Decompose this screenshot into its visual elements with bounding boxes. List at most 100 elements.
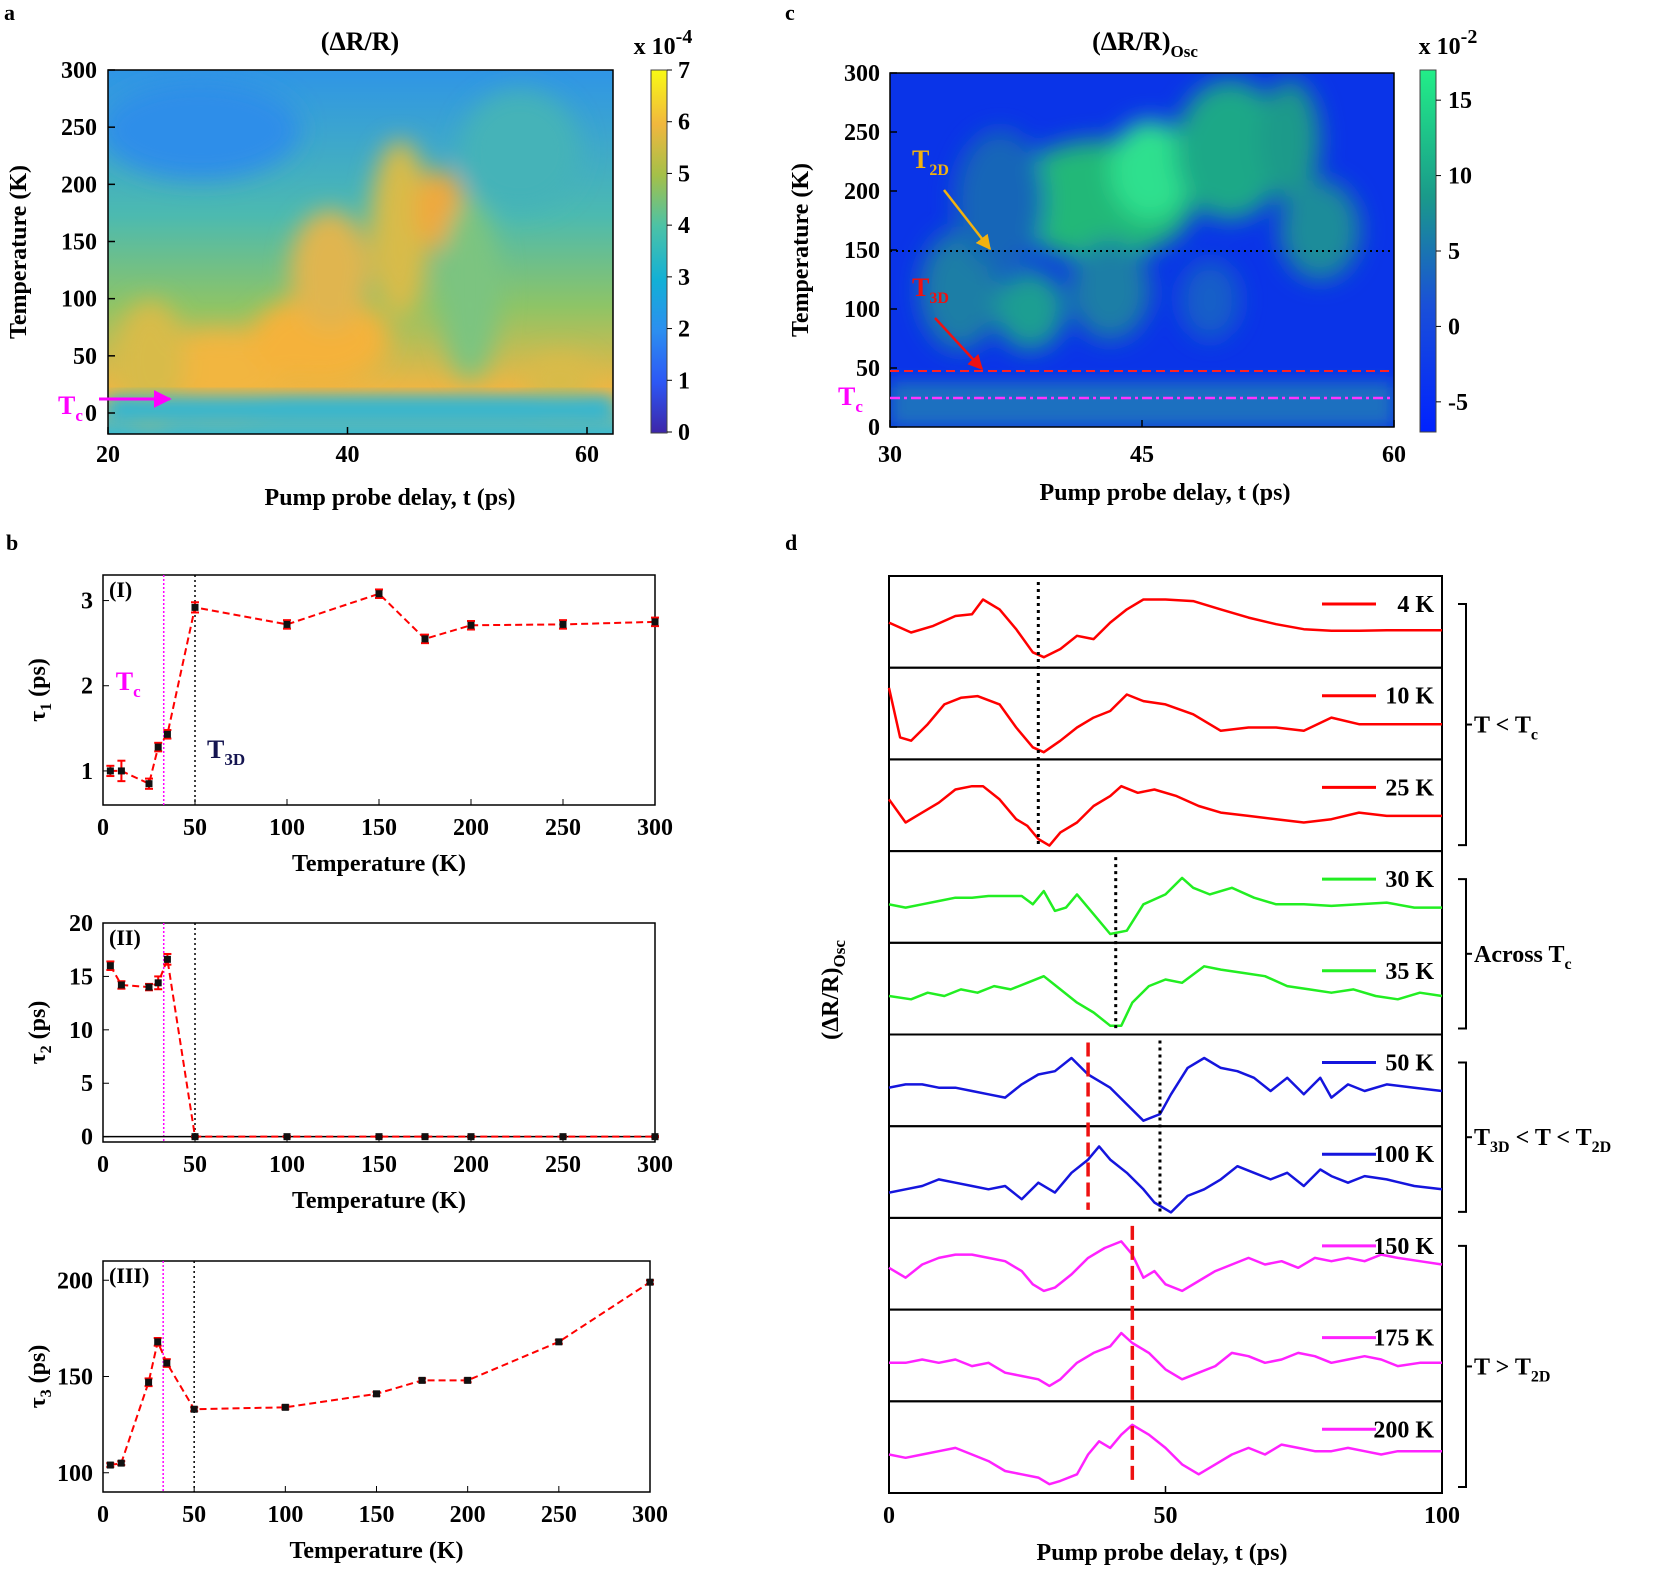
plot-frame [102,1260,651,1493]
y-tick-label: 10 [69,1018,93,1044]
x-tick-label: 150 [359,1502,395,1528]
x-axis-label: Temperature (K) [292,1188,466,1214]
legend-label: 175 K [1373,1326,1434,1352]
a-cb-tick-label: 2 [678,317,690,343]
data-point [651,1133,659,1141]
legend-label: 10 K [1385,684,1434,710]
x-axis-label: Temperature (K) [292,851,466,877]
panel-letter-d: d [785,530,797,555]
panel-a-title: (ΔR/R) [321,27,399,56]
x-tick-label: 250 [545,1152,581,1178]
x-tick-label: 0 [97,815,109,841]
panel-c-title: (ΔR/R)Osc [1092,27,1198,61]
x-tick-label: 250 [541,1502,577,1528]
d-group-brackets: T < Tc Across Tc T3D < T < T2D T > T2D [1458,603,1611,1488]
data-point [154,743,162,751]
a-x-label: Pump probe delay, t (ps) [265,485,516,511]
chart-b-I: 0 50 100 150 200 250 300 1 2 3 (I) Temperature (K) τ… [25,574,673,877]
legend-label: 150 K [1373,1234,1434,1260]
x-tick-label: 300 [637,1152,673,1178]
trace-line [888,1423,1442,1486]
group-bracket [1458,1244,1467,1488]
data-point [375,590,383,598]
group-label: Across Tc [1474,942,1572,973]
data-point [421,635,429,643]
c-t3d-label: T3D [912,273,949,307]
t3d-text-label: T3D [207,735,245,769]
panel-roman-label: (I) [109,577,132,602]
c-x-tick-label: 30 [878,442,902,468]
c-cb-tick-label: -5 [1448,390,1468,416]
trace-line [888,1056,1443,1122]
legend-label: 25 K [1385,775,1434,801]
a-y-tick-label: 100 [61,287,97,313]
plot-frame [102,922,656,1143]
data-point [154,979,162,987]
trace-frame [888,1216,1443,1311]
d-x-tick-label: 50 [1154,1503,1178,1529]
trace-frame [888,575,1443,669]
group-bracket [1458,603,1467,847]
panel-d: d 4 K 10 K 25 K 30 K 35 K 50 K 100 K 150 K 175 K… [785,530,1611,1566]
x-tick-label: 100 [269,815,305,841]
x-tick-label: 50 [182,1502,206,1528]
c-colorbar [1419,69,1437,433]
data-point [106,1461,114,1469]
c-x-label: Pump probe delay, t (ps) [1040,480,1291,506]
data-point [646,1278,654,1286]
a-cb-tick-label: 5 [678,161,690,187]
data-point [163,1359,171,1367]
data-point [117,767,125,775]
d-y-label: (ΔR/R)Osc [818,940,849,1040]
group-label: T > T2D [1474,1354,1550,1385]
data-point [464,1376,472,1384]
data-point [418,1376,426,1384]
c-x-tick-label: 45 [1130,442,1154,468]
c-t2d-arrow [943,189,991,251]
data-point [373,1390,380,1398]
c-tc-label: Tc [838,382,863,416]
x-tick-label: 50 [183,815,207,841]
y-tick-label: 200 [57,1268,93,1294]
x-tick-label: 0 [97,1152,109,1178]
x-tick-label: 150 [361,1152,397,1178]
data-point [375,1133,383,1141]
panel-letter-c: c [785,0,795,25]
c-y-tick-label: 0 [868,415,880,441]
c-cb-tick-label: 5 [1448,239,1460,265]
x-tick-label: 200 [450,1502,486,1528]
trace-frame [888,1125,1443,1219]
y-tick-label: 3 [81,589,93,615]
a-cb-tick-label: 4 [678,213,690,239]
data-point [145,983,153,991]
d-x-tick-label: 0 [883,1503,895,1529]
heatmap-a [108,70,613,434]
a-y-tick-label: 300 [61,58,97,84]
a-cb-tick-label: 1 [678,368,690,394]
data-point [117,1459,125,1467]
trace-line [887,784,1442,847]
data-point [559,620,567,628]
a-cb-tick-label: 0 [678,420,690,446]
group-label: T3D < T < T2D [1474,1125,1611,1156]
c-cb-tick-label: 10 [1448,164,1472,190]
c-y-label: Temperature (K) [788,163,814,337]
a-y-tick-label: 250 [61,115,97,141]
d-x-label: Pump probe delay, t (ps) [1037,1540,1288,1566]
a-cb-tick-label: 6 [678,110,690,136]
group-label: T < Tc [1474,713,1538,744]
c-x-tick-label: 60 [1382,442,1406,468]
y-tick-label: 0 [81,1125,93,1151]
legend-label: 35 K [1385,959,1434,985]
a-y-tick-label: 50 [73,344,97,370]
data-point [421,1133,429,1141]
data-point [163,955,171,963]
legend-label: 100 K [1373,1142,1434,1168]
tc-text-label: Tc [116,667,141,701]
c-x-ticks: 30 45 60 [878,420,1406,468]
x-tick-label: 300 [637,815,673,841]
